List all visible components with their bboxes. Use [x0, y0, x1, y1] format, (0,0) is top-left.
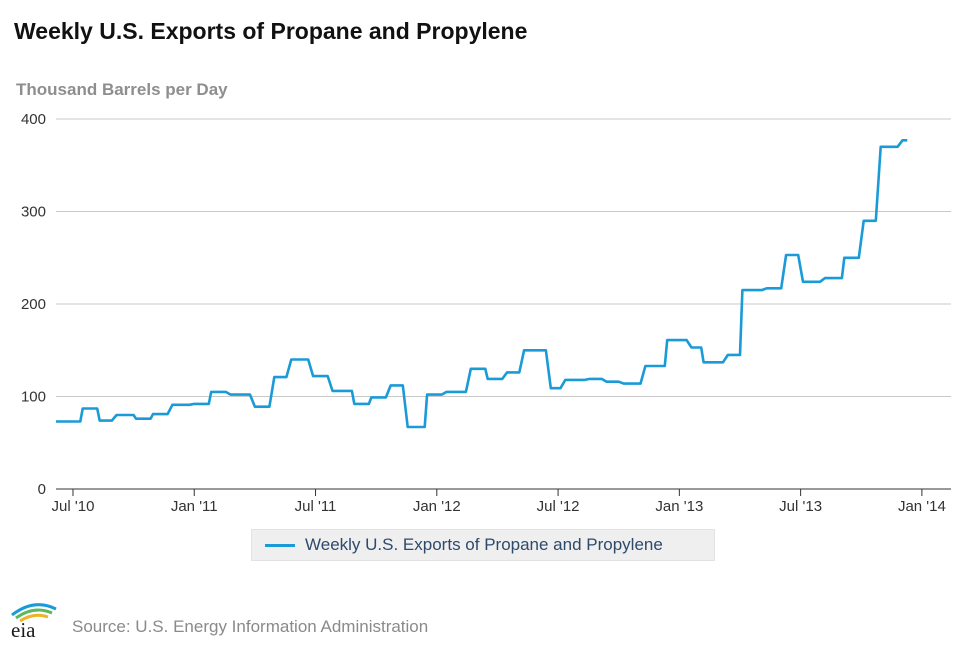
y-tick-label-400: 400	[21, 111, 46, 128]
x-tick-label-2: Jul '11	[295, 498, 337, 515]
legend[interactable]: Weekly U.S. Exports of Propane and Propy…	[251, 529, 715, 561]
x-tick-label-6: Jul '13	[779, 498, 822, 515]
series-line-0	[56, 139, 908, 429]
x-tick-label-5: Jan '13	[655, 498, 703, 515]
x-tick-label-7: Jan '14	[898, 498, 946, 515]
y-tick-label-100: 100	[21, 389, 46, 406]
x-tick-label-3: Jan '12	[413, 498, 461, 515]
series-layer	[55, 139, 908, 429]
y-tick-label-200: 200	[21, 296, 46, 313]
x-tick-label-1: Jan '11	[171, 498, 218, 515]
y-axis-unit-label: Thousand Barrels per Day	[16, 80, 228, 99]
svg-text:eia: eia	[11, 618, 36, 640]
axes: 0 100 200 300 400 Jul '10 Jan '11 Jul '11 Jan '1…	[21, 111, 951, 515]
legend-label: Weekly U.S. Exports of Propane and Propy…	[305, 535, 663, 554]
x-tick-label-4: Jul '12	[537, 498, 580, 515]
source-note: Source: U.S. Energy Information Administ…	[72, 617, 429, 636]
eia-logo-icon: eia	[11, 603, 57, 640]
legend-swatch	[265, 543, 295, 547]
y-tick-label-300: 300	[21, 204, 46, 221]
x-tick-label-0: Jul '10	[52, 498, 95, 515]
y-tick-label-0: 0	[38, 481, 46, 498]
grid-lines	[56, 118, 951, 397]
chart-title: Weekly U.S. Exports of Propane and Propy…	[14, 18, 528, 44]
